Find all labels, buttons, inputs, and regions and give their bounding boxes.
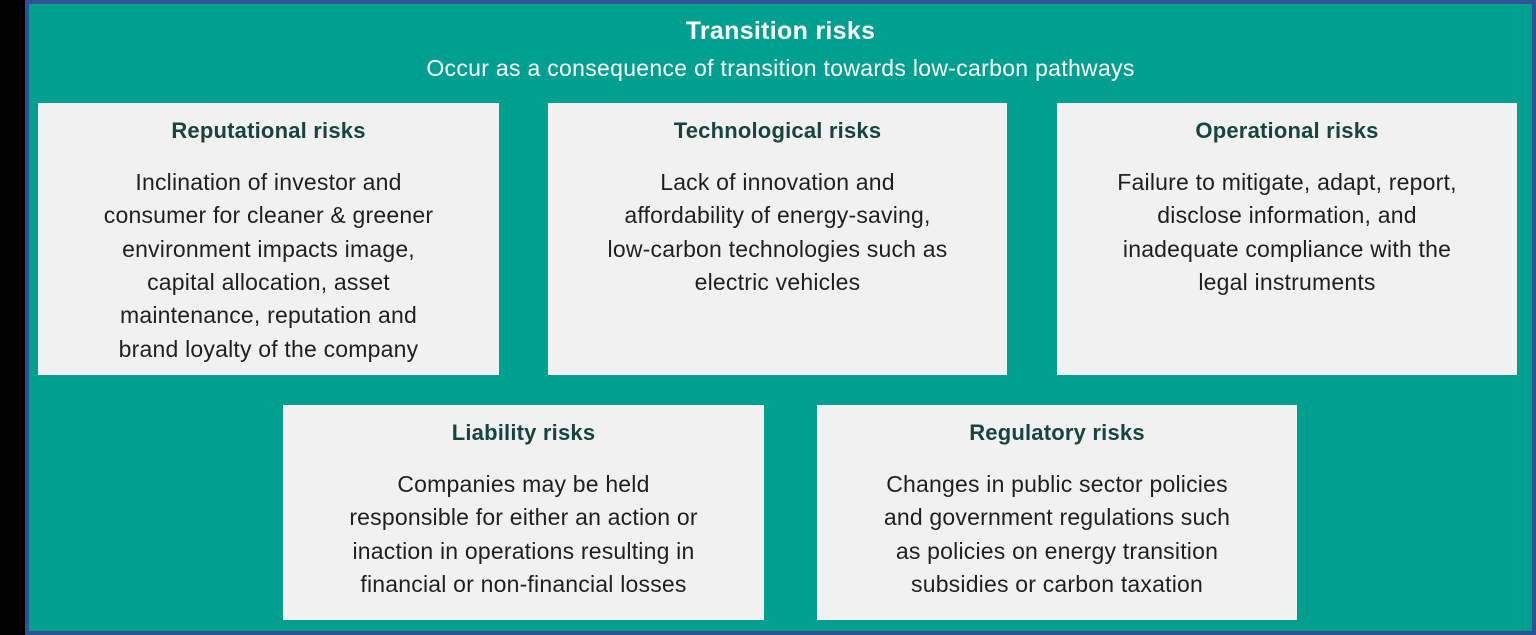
card-title: Liability risks <box>451 420 596 445</box>
panel-title: Transition risks <box>685 17 876 45</box>
panel-header: Transition risks Occur as a consequence … <box>29 4 1532 82</box>
transition-risks-panel: Transition risks Occur as a consequence … <box>25 0 1536 635</box>
card-regulatory-risks: Regulatory risks Changes in public secto… <box>817 405 1297 620</box>
card-body: Failure to mitigate, adapt, report, disc… <box>1117 169 1457 296</box>
card-body: Changes in public sector policies and go… <box>883 471 1231 598</box>
card-technological-risks: Technological risks Lack of innovation a… <box>548 103 1007 375</box>
card-title: Operational risks <box>1195 118 1379 143</box>
panel-subtitle: Occur as a consequence of transition tow… <box>426 55 1135 81</box>
card-body: Companies may be held responsible for ei… <box>349 471 698 598</box>
card-body: Lack of innovation and affordability of … <box>607 169 948 296</box>
card-title: Reputational risks <box>171 118 366 143</box>
card-liability-risks: Liability risks Companies may be held re… <box>283 405 764 620</box>
card-reputational-risks: Reputational risks Inclination of invest… <box>38 103 499 375</box>
card-title: Regulatory risks <box>969 420 1145 445</box>
card-operational-risks: Operational risks Failure to mitigate, a… <box>1057 103 1517 375</box>
card-body: Inclination of investor and consumer for… <box>103 169 434 362</box>
card-title: Technological risks <box>673 118 882 143</box>
